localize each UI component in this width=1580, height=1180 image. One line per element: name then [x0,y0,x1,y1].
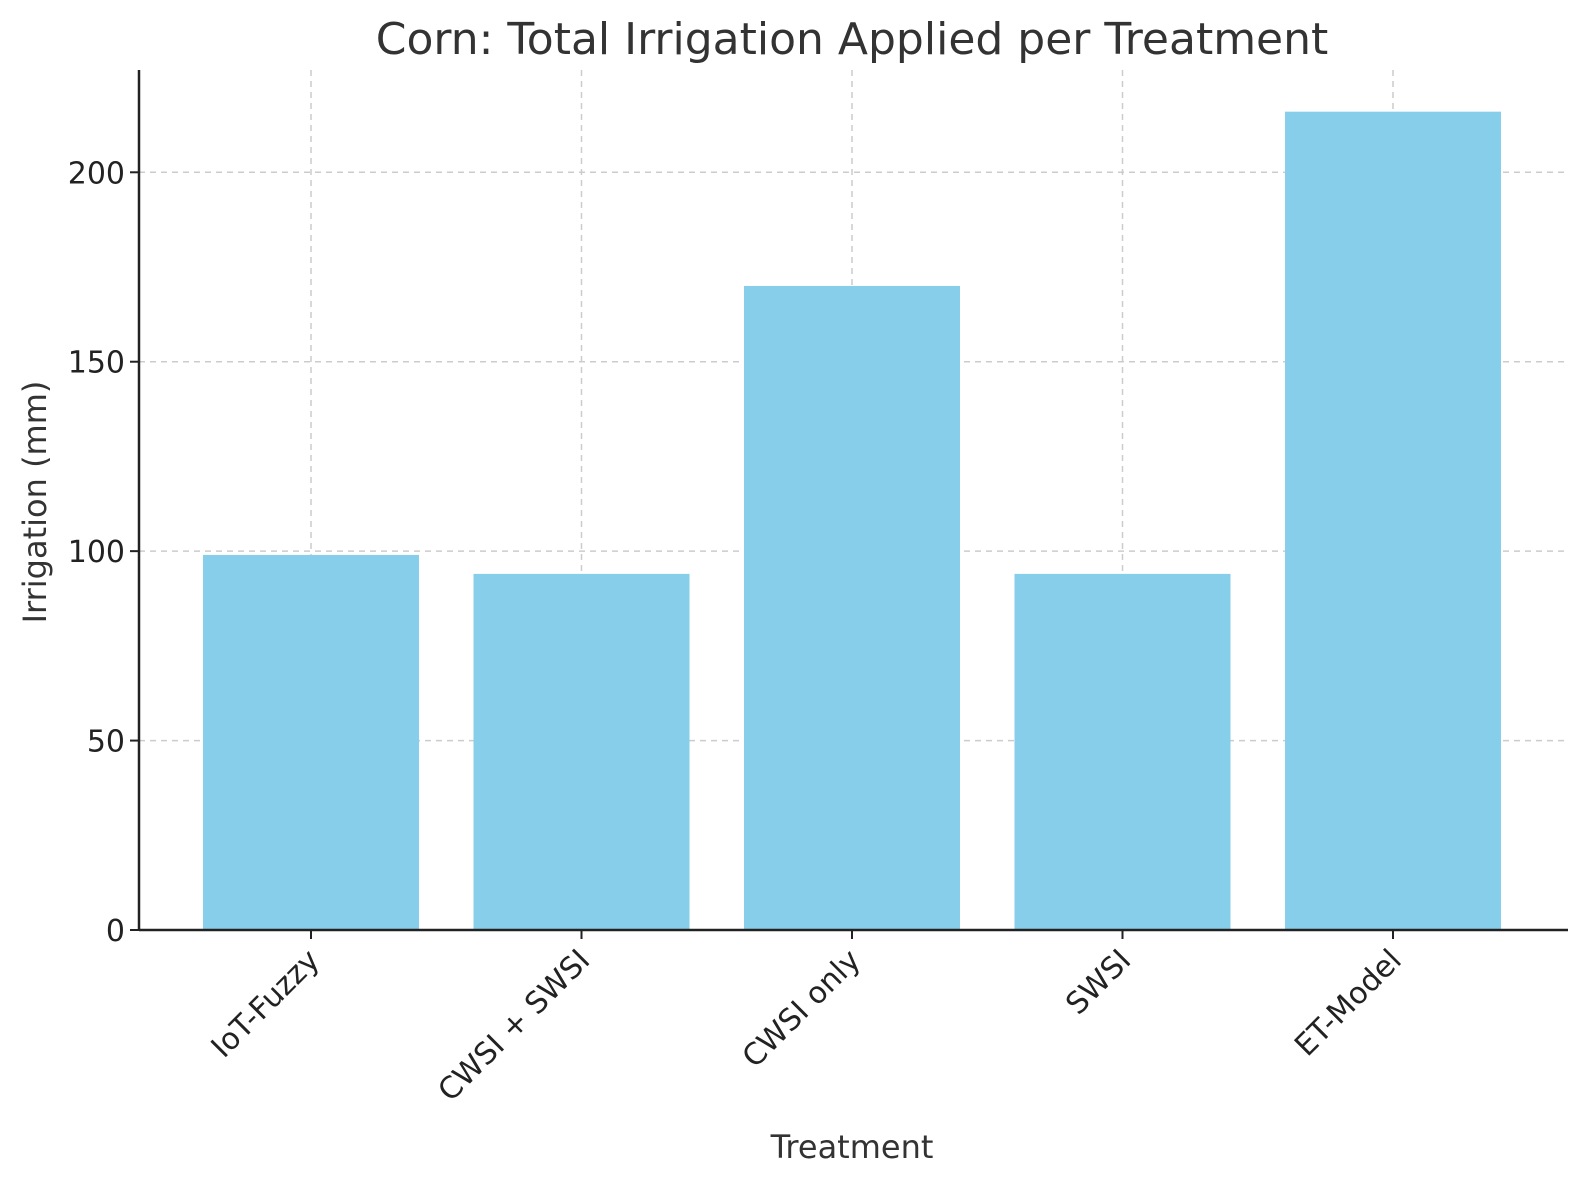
bar-iot-fuzzy [203,554,419,930]
x-tick-label: ET-Model [1288,943,1409,1064]
y-tick-label: 0 [106,914,125,949]
x-tick-label: CWSI only [736,943,868,1075]
bar-cwsi-swsi [473,573,690,930]
chart-title: Corn: Total Irrigation Applied per Treat… [376,14,1329,65]
x-tick-label: SWSI [1059,943,1138,1022]
bar-et-model [1285,111,1501,930]
x-axis-label: Treatment [770,1128,934,1166]
bar-layer [203,111,1501,930]
y-tick-label: 150 [68,346,125,381]
x-tick-label: IoT-Fuzzy [205,943,327,1065]
y-axis-label: Irrigation (mm) [16,381,54,624]
bar-swsi [1014,573,1231,930]
x-tick-label: CWSI + SWSI [431,943,597,1109]
y-tick-label: 200 [68,156,125,191]
axis-layer [130,70,1568,939]
bar-cwsi-only [744,285,960,930]
y-tick-label: 100 [68,535,125,570]
y-tick-label: 50 [87,725,125,760]
